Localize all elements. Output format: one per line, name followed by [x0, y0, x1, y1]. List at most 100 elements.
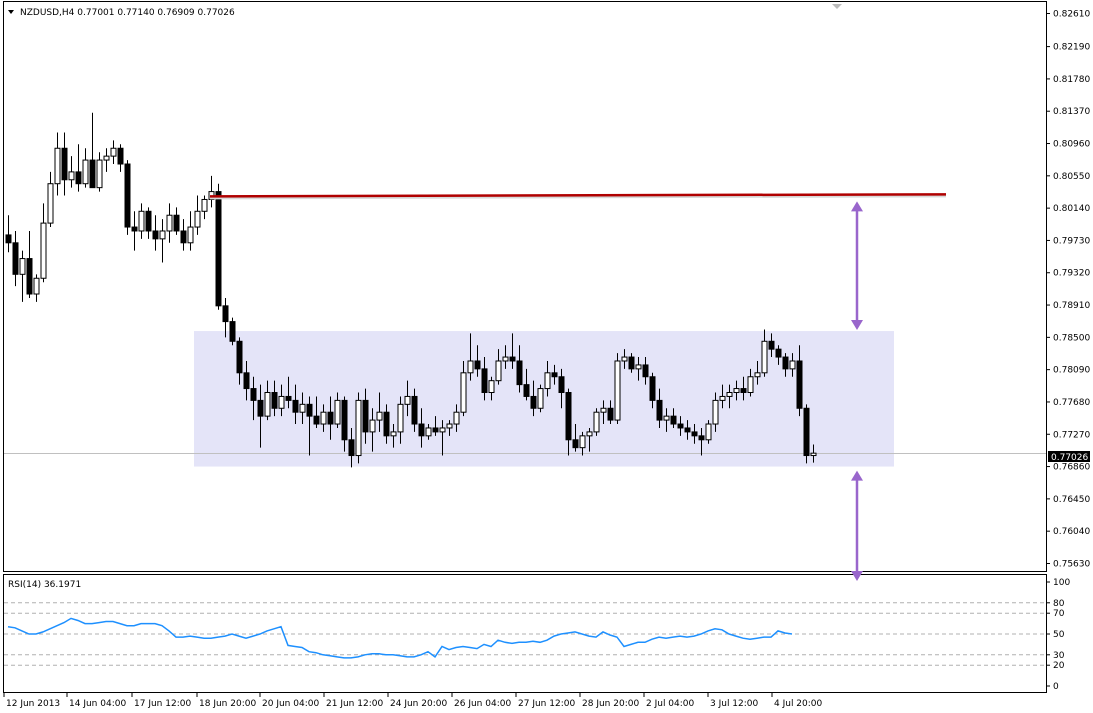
candle: [579, 431, 586, 456]
candle-body: [691, 431, 698, 437]
candle: [313, 396, 320, 428]
candle-body: [719, 395, 726, 401]
candle-body: [19, 258, 26, 275]
candle-body: [481, 368, 488, 394]
candle: [558, 368, 565, 409]
candle: [803, 404, 810, 464]
candle: [642, 357, 649, 385]
candle: [530, 380, 537, 417]
candle: [145, 207, 152, 239]
candle-body: [327, 411, 334, 425]
candle-body: [565, 392, 572, 441]
candle-body: [432, 427, 439, 433]
candle-body: [250, 388, 257, 401]
candle-body: [663, 415, 670, 421]
arrow-head-down: [851, 571, 863, 581]
menu-triangle-icon[interactable]: [8, 10, 14, 14]
candle: [54, 132, 61, 196]
candle: [40, 203, 47, 283]
candle: [551, 364, 558, 385]
candle-body: [271, 392, 278, 409]
candle: [586, 427, 593, 452]
date-tick-label: 3 Jul 12:00: [710, 699, 759, 709]
candle-body: [180, 230, 187, 244]
candle-body: [642, 364, 649, 378]
candle-body: [551, 372, 558, 378]
candle-body: [530, 395, 537, 409]
candle: [61, 132, 68, 196]
candle: [201, 195, 208, 220]
candle: [194, 195, 201, 235]
candle-body: [138, 210, 145, 232]
date-tick-label: 21 Jun 12:00: [326, 699, 383, 709]
range-box-layer: [4, 331, 1046, 467]
candle: [229, 317, 236, 346]
candle-body: [229, 321, 236, 342]
candle-body: [495, 360, 502, 382]
price-tick-label: 0.79320: [1053, 269, 1090, 279]
candle-body: [509, 356, 516, 362]
date-tick-label: 17 Jun 12:00: [134, 699, 191, 709]
candle-body: [761, 340, 768, 374]
candle-body: [82, 159, 89, 185]
candle: [740, 376, 747, 401]
candle: [418, 408, 425, 448]
candle: [285, 376, 292, 409]
rsi-tick-label: 0: [1053, 682, 1059, 692]
candle: [159, 219, 166, 263]
scroll-marker-icon[interactable]: [832, 4, 842, 9]
candle-body: [12, 242, 19, 275]
candle-body: [89, 159, 96, 189]
candle-body: [187, 226, 194, 244]
price-tick-label: 0.76860: [1053, 463, 1090, 473]
candle-body: [593, 411, 600, 433]
candle-body: [768, 340, 775, 350]
candle-body: [26, 258, 33, 295]
candle-body: [579, 435, 586, 449]
candle-body: [775, 348, 782, 358]
lower-range-arrow: [851, 470, 863, 581]
candle: [68, 156, 75, 188]
date-tick-label: 18 Jun 20:00: [199, 699, 256, 709]
candle: [796, 345, 803, 417]
candle-body: [145, 210, 152, 232]
candle: [523, 368, 530, 401]
candle: [362, 388, 369, 444]
candle: [432, 416, 439, 436]
candle: [180, 219, 187, 251]
candle-body: [782, 356, 789, 370]
range-box: [194, 331, 894, 467]
candle-body: [649, 376, 656, 401]
candle: [47, 171, 54, 228]
rsi-tick-label: 30: [1053, 651, 1065, 661]
date-tick-label: 26 Jun 04:00: [454, 699, 511, 709]
candle: [355, 392, 362, 464]
candle-body: [684, 427, 691, 433]
candle-body: [215, 191, 222, 307]
candle-body: [103, 155, 110, 161]
candle: [117, 144, 124, 172]
candle-body: [810, 452, 817, 457]
candle-body: [159, 230, 166, 240]
price-tick-label: 0.78910: [1053, 301, 1090, 311]
candle-body: [796, 360, 803, 409]
candle-body: [628, 356, 635, 370]
candle: [250, 376, 257, 421]
candle-body: [698, 435, 705, 441]
candle: [222, 297, 229, 338]
candle: [96, 152, 103, 192]
candle: [733, 380, 740, 401]
date-tick-label: 2 Jul 04:00: [646, 699, 695, 709]
rsi-header: RSI(14) 36.1971: [8, 580, 81, 590]
candle: [12, 230, 19, 287]
candle: [614, 353, 621, 425]
candle: [691, 424, 698, 444]
candle-body: [446, 423, 453, 429]
candle-body: [96, 159, 103, 189]
current-price-label: 0.77026: [1051, 453, 1088, 463]
candle-body: [131, 226, 138, 232]
candle-body: [243, 372, 250, 390]
rsi-levels-layer: [4, 602, 1046, 666]
